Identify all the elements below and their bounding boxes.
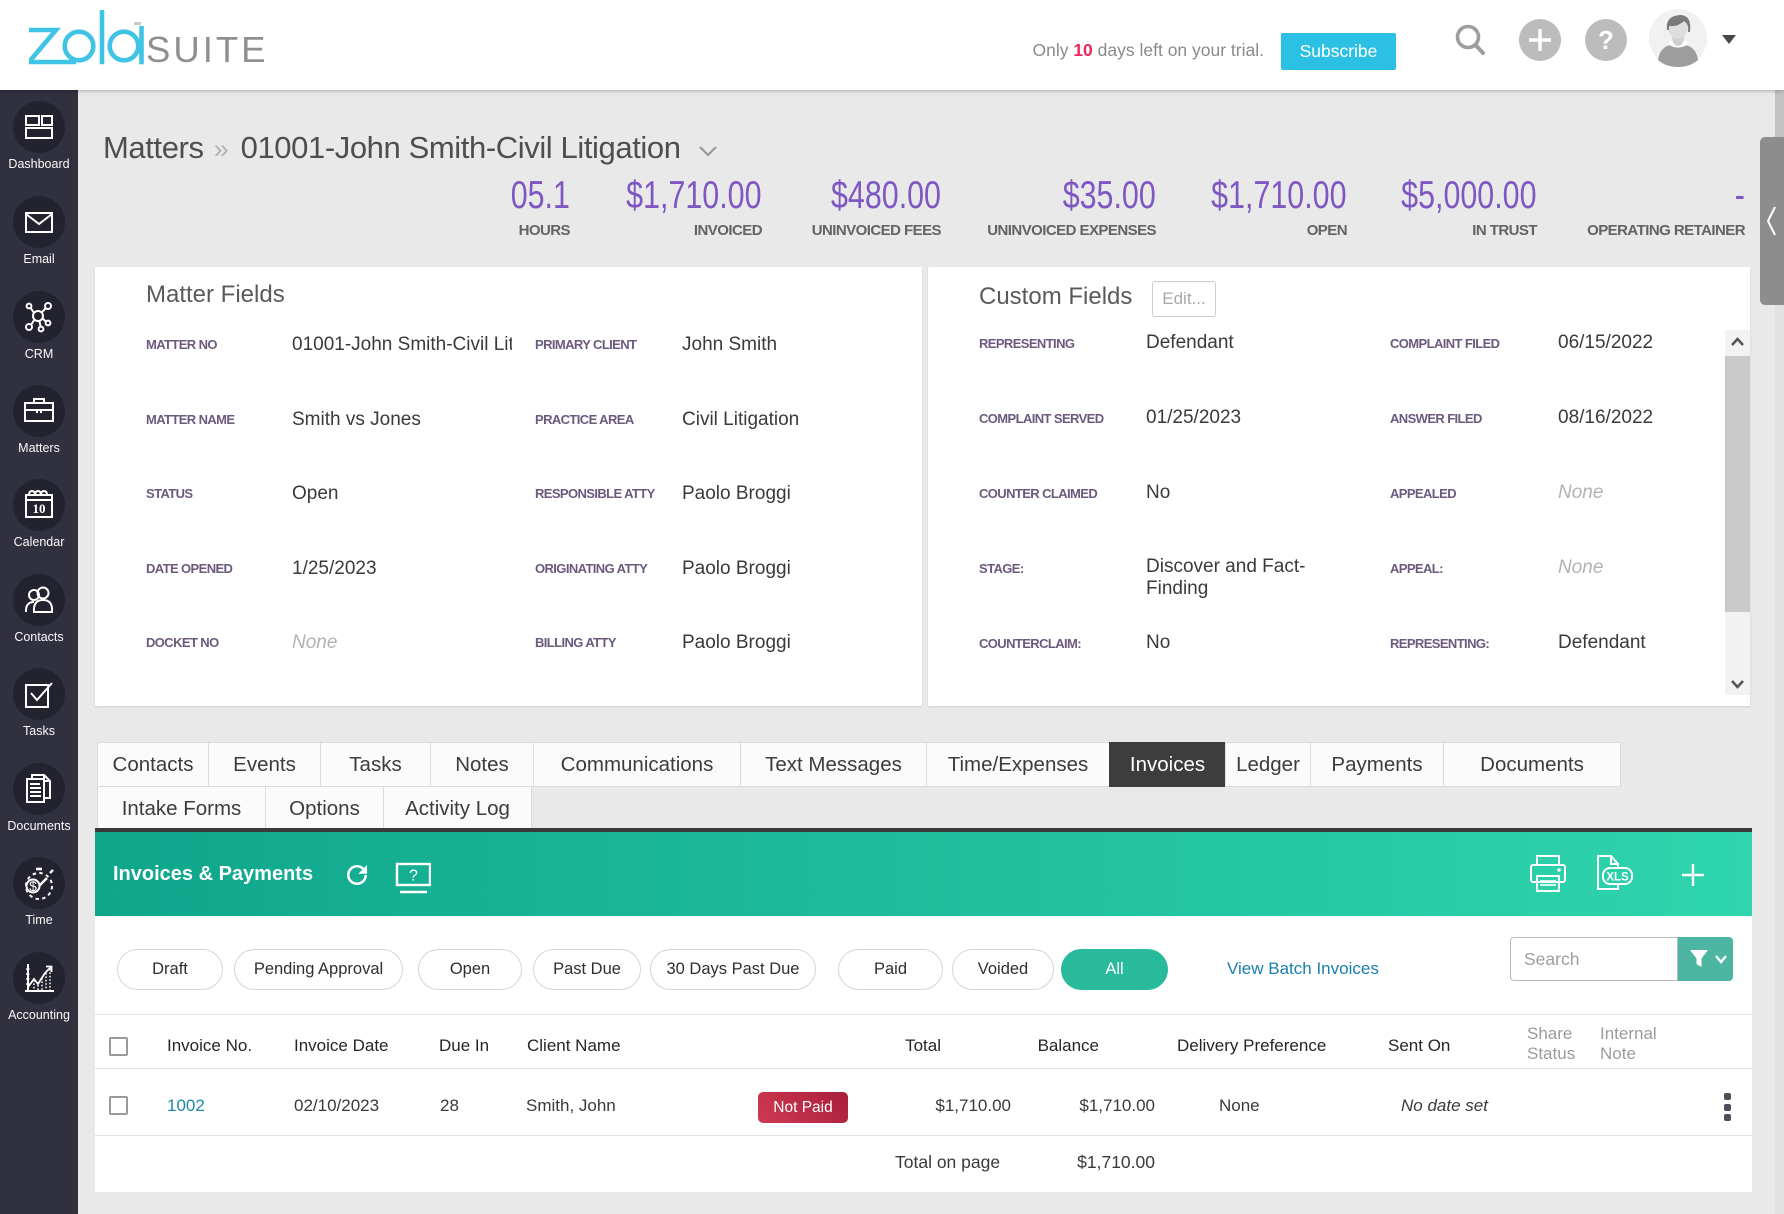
svg-text:$: $: [29, 878, 37, 894]
svg-text:10: 10: [33, 501, 46, 516]
svg-text:?: ?: [409, 868, 418, 885]
svg-text:SUITE: SUITE: [146, 29, 269, 70]
svg-text:XLS: XLS: [1606, 872, 1629, 884]
